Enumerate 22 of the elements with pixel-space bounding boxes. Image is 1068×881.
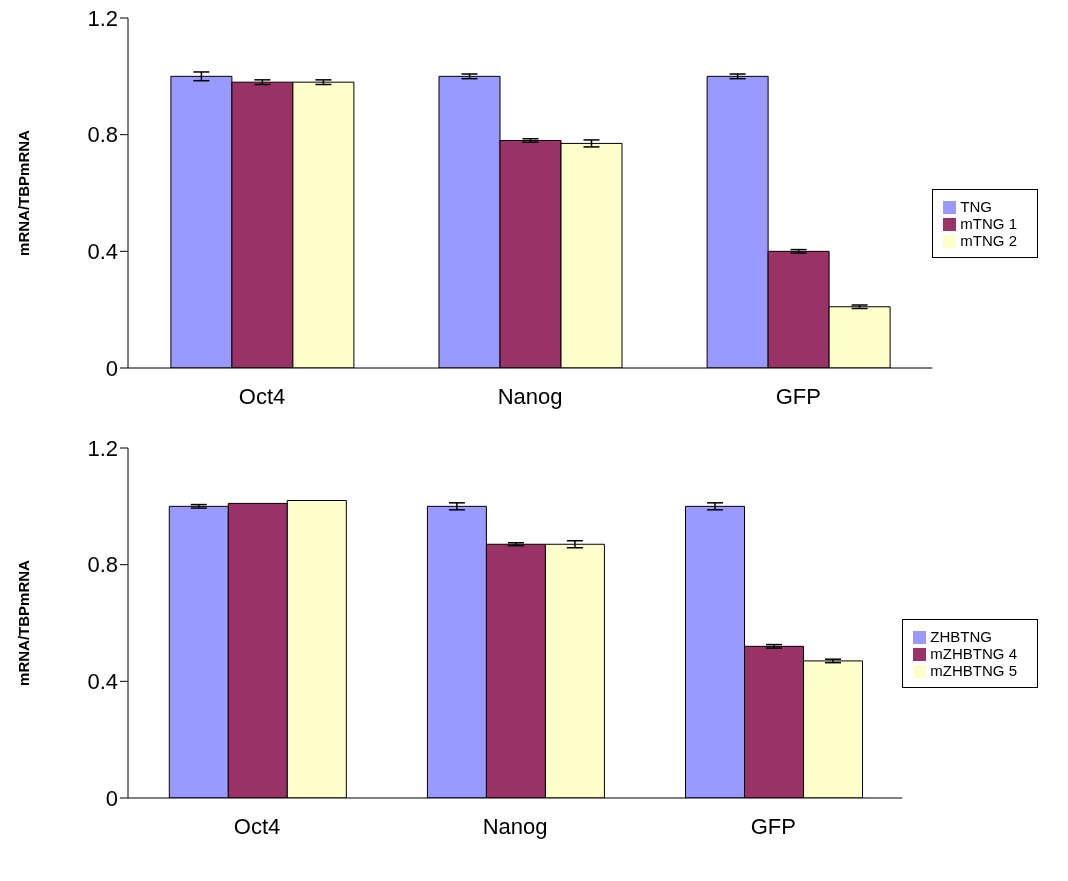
legend-label: ZHBTNG	[930, 627, 992, 645]
legend-label: mTNG 1	[960, 214, 1017, 232]
x-tick-label: GFP	[750, 813, 796, 839]
x-tick-label: Nanog	[482, 813, 548, 839]
y-tick-label: 0.8	[87, 122, 118, 148]
x-tick-label: GFP	[775, 383, 821, 409]
y-tick-label: 0.4	[87, 669, 118, 695]
y-axis-title: mRNA/TBPmRNA	[15, 129, 33, 256]
x-tick-label: Oct4	[233, 813, 281, 839]
legend-label: TNG	[960, 197, 992, 215]
y-tick-label: 0	[105, 355, 118, 381]
x-tick-label: Nanog	[497, 383, 563, 409]
x-tick-label: Oct4	[238, 383, 286, 409]
y-tick-label: 1.2	[87, 5, 118, 31]
y-tick-label: 1.2	[87, 435, 118, 461]
y-axis-title: mRNA/TBPmRNA	[15, 559, 33, 686]
y-tick-label: 0.8	[87, 552, 118, 578]
legend-label: mTNG 2	[960, 231, 1017, 249]
legend-label: mZHBTNG 4	[930, 644, 1017, 662]
legend-label: mZHBTNG 5	[930, 661, 1017, 679]
y-tick-label: 0	[105, 785, 118, 811]
y-tick-label: 0.4	[87, 239, 118, 265]
